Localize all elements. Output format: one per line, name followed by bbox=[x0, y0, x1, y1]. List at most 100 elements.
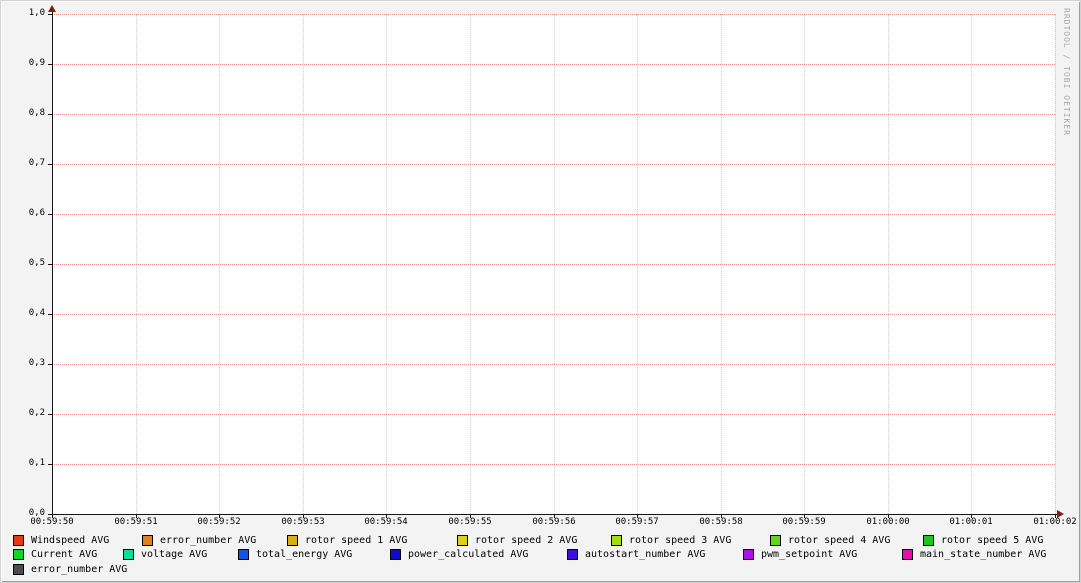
y-tick-label: 0,9 bbox=[28, 58, 45, 68]
x-tick-mark bbox=[136, 515, 137, 518]
legend-item: Windspeed AVG bbox=[13, 534, 109, 547]
y-tick-label: 0,3 bbox=[28, 358, 45, 368]
legend-label: error_number AVG bbox=[160, 535, 257, 546]
y-tick-mark bbox=[48, 314, 52, 315]
legend-item: voltage AVG bbox=[123, 548, 207, 561]
legend-label: total_energy AVG bbox=[256, 549, 353, 560]
legend-label: rotor speed 5 AVG bbox=[941, 535, 1044, 546]
legend-label: main_state_number AVG bbox=[920, 549, 1047, 560]
legend-item: Current AVG bbox=[13, 548, 97, 561]
y-tick-mark bbox=[48, 14, 52, 15]
watermark-text: RRDTOOL / TOBI OETIKER bbox=[1062, 8, 1071, 136]
legend-item: power_calculated AVG bbox=[390, 548, 528, 561]
x-tick-mark bbox=[52, 515, 53, 518]
y-tick-label: 0,6 bbox=[28, 208, 45, 218]
y-tick-mark bbox=[48, 464, 52, 465]
x-tick-label: 01:00:00 bbox=[866, 517, 910, 527]
y-tick-mark bbox=[48, 114, 52, 115]
x-tick-label: 00:59:54 bbox=[364, 517, 408, 527]
y-tick-mark bbox=[48, 64, 52, 65]
y-tick-label: 0,1 bbox=[28, 458, 45, 468]
gridline-horizontal bbox=[52, 114, 1055, 115]
legend-swatch-icon bbox=[13, 549, 24, 560]
x-tick-label: 00:59:58 bbox=[699, 517, 743, 527]
legend-label: rotor speed 4 AVG bbox=[788, 535, 891, 546]
legend-label: power_calculated AVG bbox=[408, 549, 529, 560]
legend-item: rotor speed 4 AVG bbox=[770, 534, 890, 547]
legend-item: pwm_setpoint AVG bbox=[743, 548, 857, 561]
x-axis-arrow-icon bbox=[1057, 510, 1064, 518]
legend-swatch-icon bbox=[770, 535, 781, 546]
legend-label: Windspeed AVG bbox=[31, 535, 110, 546]
legend-swatch-icon bbox=[142, 535, 153, 546]
legend-swatch-icon bbox=[238, 549, 249, 560]
y-tick-label: 0,7 bbox=[28, 158, 45, 168]
gridline-horizontal bbox=[52, 64, 1055, 65]
gridline-horizontal bbox=[52, 314, 1055, 315]
y-tick-mark bbox=[48, 214, 52, 215]
legend-swatch-icon bbox=[923, 535, 934, 546]
x-tick-label: 00:59:55 bbox=[448, 517, 492, 527]
legend-swatch-icon bbox=[902, 549, 913, 560]
x-tick-mark bbox=[470, 515, 471, 518]
x-tick-label: 00:59:57 bbox=[615, 517, 659, 527]
x-tick-mark bbox=[303, 515, 304, 518]
legend-swatch-icon bbox=[13, 564, 24, 575]
legend-label: rotor speed 2 AVG bbox=[475, 535, 578, 546]
gridline-horizontal bbox=[52, 164, 1055, 165]
x-tick-mark bbox=[219, 515, 220, 518]
legend-item: rotor speed 2 AVG bbox=[457, 534, 577, 547]
x-tick-label: 01:00:01 bbox=[949, 517, 993, 527]
x-tick-label: 00:59:52 bbox=[197, 517, 241, 527]
x-tick-mark bbox=[554, 515, 555, 518]
legend-label: autostart_number AVG bbox=[585, 549, 706, 560]
legend-item: main_state_number AVG bbox=[902, 548, 1046, 561]
gridline-horizontal bbox=[52, 414, 1055, 415]
legend-swatch-icon bbox=[743, 549, 754, 560]
x-axis-line bbox=[52, 514, 1058, 515]
x-tick-label: 00:59:53 bbox=[281, 517, 325, 527]
legend-label: voltage AVG bbox=[141, 549, 208, 560]
legend-item: error_number AVG bbox=[13, 563, 127, 576]
y-tick-mark bbox=[48, 364, 52, 365]
x-tick-mark bbox=[721, 515, 722, 518]
gridline-vertical bbox=[1055, 14, 1056, 514]
x-tick-mark bbox=[637, 515, 638, 518]
legend-swatch-icon bbox=[123, 549, 134, 560]
y-tick-label: 0,5 bbox=[28, 258, 45, 268]
legend-swatch-icon bbox=[567, 549, 578, 560]
legend-swatch-icon bbox=[611, 535, 622, 546]
y-tick-label: 0,4 bbox=[28, 308, 45, 318]
legend-swatch-icon bbox=[390, 549, 401, 560]
x-tick-mark bbox=[1055, 515, 1056, 518]
x-tick-label: 00:59:50 bbox=[30, 517, 74, 527]
x-tick-mark bbox=[971, 515, 972, 518]
legend-item: autostart_number AVG bbox=[567, 548, 705, 561]
legend-label: rotor speed 1 AVG bbox=[305, 535, 408, 546]
y-tick-mark bbox=[48, 164, 52, 165]
x-tick-mark bbox=[804, 515, 805, 518]
gridline-horizontal bbox=[52, 364, 1055, 365]
x-tick-mark bbox=[386, 515, 387, 518]
y-tick-label: 0,2 bbox=[28, 408, 45, 418]
y-tick-label: 1,0 bbox=[28, 8, 45, 18]
legend-label: rotor speed 3 AVG bbox=[629, 535, 732, 546]
legend-swatch-icon bbox=[287, 535, 298, 546]
y-axis-arrow-icon bbox=[48, 5, 56, 12]
x-tick-label: 00:59:51 bbox=[114, 517, 158, 527]
legend-label: Current AVG bbox=[31, 549, 98, 560]
gridline-horizontal bbox=[52, 214, 1055, 215]
y-tick-mark bbox=[48, 514, 52, 515]
gridline-horizontal bbox=[52, 264, 1055, 265]
legend-label: pwm_setpoint AVG bbox=[761, 549, 858, 560]
x-tick-mark bbox=[888, 515, 889, 518]
gridline-horizontal bbox=[52, 464, 1055, 465]
legend-swatch-icon bbox=[457, 535, 468, 546]
legend-item: rotor speed 3 AVG bbox=[611, 534, 731, 547]
y-tick-label: 0,0 bbox=[28, 508, 45, 518]
legend-item: total_energy AVG bbox=[238, 548, 352, 561]
legend-swatch-icon bbox=[13, 535, 24, 546]
legend-item: error_number AVG bbox=[142, 534, 256, 547]
x-tick-label: 00:59:56 bbox=[532, 517, 576, 527]
